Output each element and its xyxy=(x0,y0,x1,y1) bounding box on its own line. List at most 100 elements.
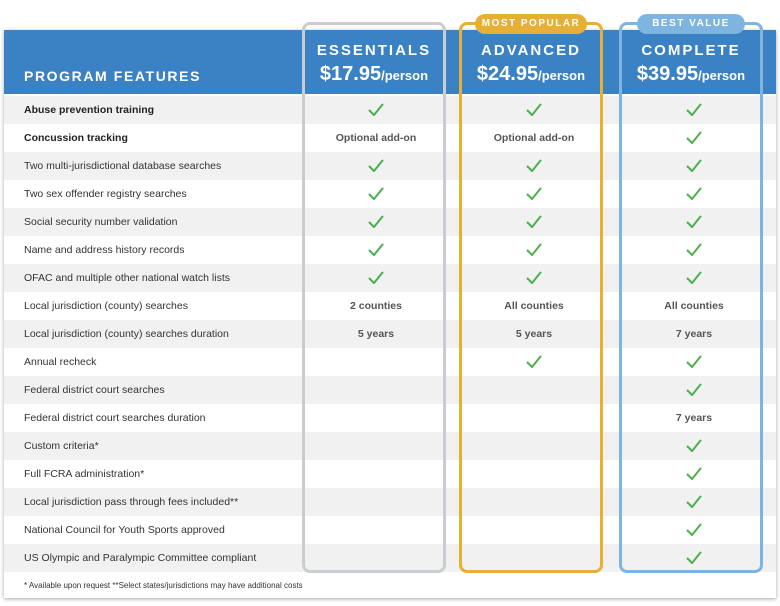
table-row: OFAC and multiple other national watch l… xyxy=(4,264,776,292)
checkmark-icon xyxy=(624,376,764,404)
checkmark-icon xyxy=(624,432,764,460)
empty-cell xyxy=(306,544,446,572)
empty-cell xyxy=(306,488,446,516)
plan-price-complete: $39.95/person xyxy=(616,63,766,86)
feature-value-essentials: 2 counties xyxy=(350,300,402,312)
table-row: Full FCRA administration* xyxy=(4,460,776,488)
checkmark-icon xyxy=(624,264,764,292)
feature-label: Local jurisdiction (county) searches xyxy=(24,300,188,312)
price-amount: $24.95 xyxy=(476,63,539,85)
checkmark-icon xyxy=(464,96,604,124)
feature-label: Federal district court searches xyxy=(24,384,165,396)
feature-label: Federal district court searches duration xyxy=(24,412,206,424)
checkmark-icon xyxy=(624,96,764,124)
feature-label: Annual recheck xyxy=(24,356,97,368)
feature-label: Concussion tracking xyxy=(24,132,128,144)
checkmark-icon xyxy=(306,264,446,292)
empty-cell xyxy=(464,488,604,516)
checkmark-icon xyxy=(624,488,764,516)
feature-label: Custom criteria* xyxy=(24,440,99,452)
plan-name-complete: COMPLETE xyxy=(641,42,741,59)
table-row: Annual recheck xyxy=(4,348,776,376)
checkmark-icon xyxy=(306,236,446,264)
empty-cell xyxy=(306,404,446,432)
plan-name-advanced: ADVANCED xyxy=(481,42,581,59)
checkmark-icon xyxy=(624,208,764,236)
empty-cell xyxy=(464,432,604,460)
table-row: Abuse prevention training xyxy=(4,96,776,124)
empty-cell xyxy=(306,376,446,404)
feature-label: Name and address history records xyxy=(24,244,185,256)
table-row: Name and address history records xyxy=(4,236,776,264)
checkmark-icon xyxy=(464,208,604,236)
checkmark-icon xyxy=(306,208,446,236)
feature-label: Local jurisdiction (county) searches dur… xyxy=(24,328,229,340)
empty-cell xyxy=(464,460,604,488)
empty-cell xyxy=(306,516,446,544)
checkmark-icon xyxy=(624,544,764,572)
checkmark-icon xyxy=(624,180,764,208)
table-row: Local jurisdiction (county) searches dur… xyxy=(4,320,776,348)
checkmark-icon xyxy=(306,180,446,208)
checkmark-icon xyxy=(306,96,446,124)
table-row: Local jurisdiction (county) searches 2 co… xyxy=(4,292,776,320)
table-row: Two multi-jurisdictional database search… xyxy=(4,152,776,180)
table-row: Social security number validation xyxy=(4,208,776,236)
footnote: * Available upon request **Select states… xyxy=(24,581,303,590)
empty-cell xyxy=(306,348,446,376)
plan-name-essentials: ESSENTIALS xyxy=(316,42,432,59)
table-row: Concussion tracking Optional add-on Option… xyxy=(4,124,776,152)
checkmark-icon xyxy=(624,516,764,544)
checkmark-icon xyxy=(624,236,764,264)
table-row: National Council for Youth Sports approv… xyxy=(4,516,776,544)
feature-label: Abuse prevention training xyxy=(24,104,155,116)
checkmark-icon xyxy=(464,180,604,208)
checkmark-icon xyxy=(624,124,764,152)
table-row: Federal district court searches duration… xyxy=(4,404,776,432)
feature-value-advanced: 5 years xyxy=(515,328,553,340)
checkmark-icon xyxy=(624,348,764,376)
header-title: PROGRAM FEATURES xyxy=(24,68,202,84)
feature-value-complete: 7 years xyxy=(675,328,713,340)
checkmark-icon xyxy=(464,152,604,180)
empty-cell xyxy=(464,516,604,544)
table-row: Federal district court searches xyxy=(4,376,776,404)
checkmark-icon xyxy=(306,152,446,180)
best-value-badge: BEST VALUE xyxy=(637,14,745,34)
feature-label: US Olympic and Paralympic Committee comp… xyxy=(24,552,257,564)
feature-label: Full FCRA administration* xyxy=(24,468,145,480)
table-row: Custom criteria* xyxy=(4,432,776,460)
table-row: Local jurisdiction pass through fees inc… xyxy=(4,488,776,516)
empty-cell xyxy=(306,432,446,460)
plan-price-essentials: $17.95/person xyxy=(299,63,449,86)
empty-cell xyxy=(464,376,604,404)
price-amount: $17.95 xyxy=(319,63,382,85)
feature-value-complete: 7 years xyxy=(675,412,713,424)
checkmark-icon xyxy=(464,264,604,292)
feature-label: Social security number validation xyxy=(24,216,178,228)
feature-label: National Council for Youth Sports approv… xyxy=(24,524,225,536)
feature-value-complete: All counties xyxy=(664,300,724,312)
pricing-table: PROGRAM FEATURES ESSENTIALS $17.95/perso… xyxy=(4,30,776,598)
feature-value-essentials: Optional add-on xyxy=(335,132,417,144)
feature-label: Two sex offender registry searches xyxy=(24,188,187,200)
feature-value-essentials: 5 years xyxy=(357,328,395,340)
feature-label: Local jurisdiction pass through fees inc… xyxy=(24,496,239,508)
feature-value-advanced: All counties xyxy=(504,300,564,312)
price-unit: /person xyxy=(381,68,429,83)
table-header: PROGRAM FEATURES ESSENTIALS $17.95/perso… xyxy=(4,30,776,94)
empty-cell xyxy=(464,404,604,432)
price-unit: /person xyxy=(538,68,586,83)
empty-cell xyxy=(306,460,446,488)
table-row: Two sex offender registry searches xyxy=(4,180,776,208)
plan-price-advanced: $24.95/person xyxy=(456,63,606,86)
feature-value-advanced: Optional add-on xyxy=(493,132,575,144)
feature-label: Two multi-jurisdictional database search… xyxy=(24,160,222,172)
price-amount: $39.95 xyxy=(636,63,699,85)
checkmark-icon xyxy=(464,236,604,264)
price-unit: /person xyxy=(698,68,746,83)
checkmark-icon xyxy=(464,348,604,376)
checkmark-icon xyxy=(624,460,764,488)
empty-cell xyxy=(464,544,604,572)
feature-label: OFAC and multiple other national watch l… xyxy=(24,272,231,284)
